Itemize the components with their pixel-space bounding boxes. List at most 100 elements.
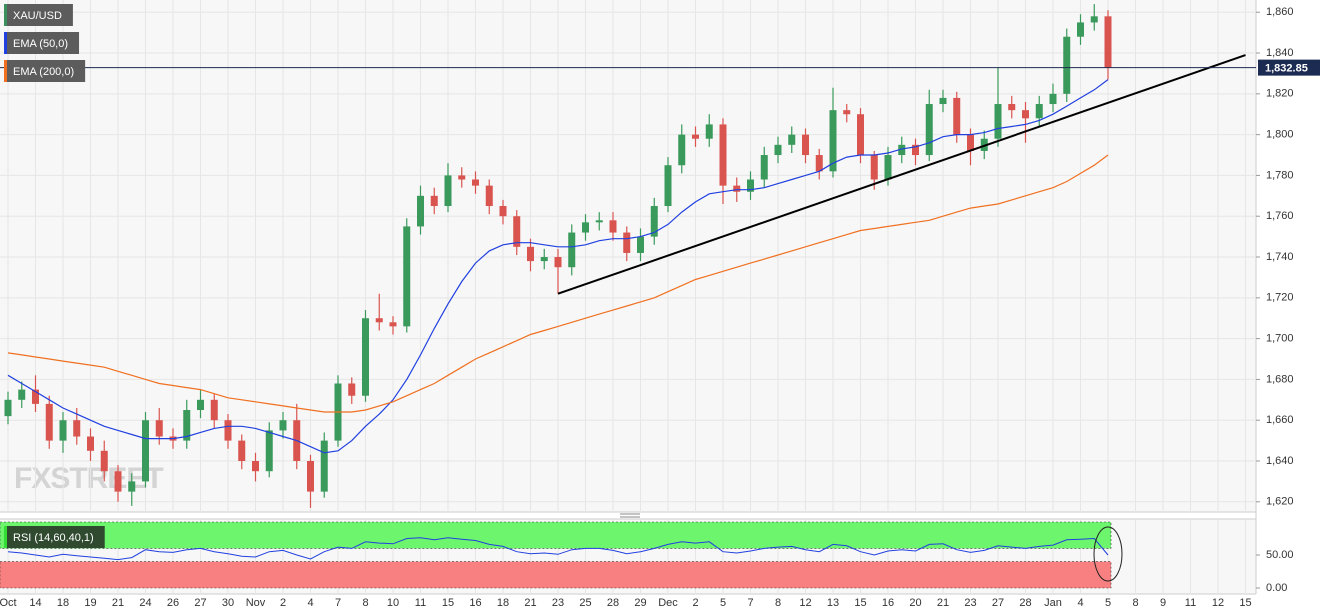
x-tick-label: 27 bbox=[194, 597, 206, 609]
x-tick-label: 7 bbox=[747, 597, 753, 609]
candle-body bbox=[375, 318, 383, 323]
candle-body bbox=[994, 104, 1002, 139]
candle-body bbox=[595, 220, 603, 223]
candle-body bbox=[788, 134, 796, 145]
candle-body bbox=[554, 257, 562, 268]
candle-body bbox=[1008, 104, 1016, 111]
main-plot-bg bbox=[0, 0, 1256, 512]
y-tick-label: 1,800 bbox=[1266, 129, 1294, 141]
candle-body bbox=[155, 420, 163, 437]
candle-body bbox=[953, 97, 961, 135]
candle-body bbox=[499, 206, 507, 217]
candle-body bbox=[843, 110, 851, 115]
trendline bbox=[557, 54, 1246, 295]
x-tick-label: Jan bbox=[1044, 597, 1062, 609]
candle-body bbox=[320, 440, 328, 492]
candle-body bbox=[540, 257, 548, 262]
candle-body bbox=[403, 226, 411, 327]
watermark: FXSTREET bbox=[14, 462, 163, 495]
y-tick-label: 1,640 bbox=[1266, 455, 1294, 467]
x-tick-label: 12 bbox=[1212, 597, 1224, 609]
candle-body bbox=[623, 232, 631, 253]
candle-body bbox=[1049, 93, 1057, 105]
x-tick-label: 8 bbox=[775, 597, 781, 609]
candle-body bbox=[568, 232, 576, 268]
candle-body bbox=[912, 144, 919, 156]
candle-body bbox=[32, 389, 39, 404]
x-tick-label: Oct bbox=[0, 597, 17, 609]
candle-body bbox=[829, 110, 837, 172]
y-tick-label: 1,680 bbox=[1266, 373, 1294, 385]
candle-body bbox=[747, 179, 754, 192]
legend-swatch bbox=[4, 526, 7, 548]
x-tick-label: 2 bbox=[692, 597, 698, 609]
candle-body bbox=[279, 420, 287, 431]
legend-label: RSI (14,60,40,1) bbox=[13, 532, 94, 544]
x-tick-label: 5 bbox=[720, 597, 726, 609]
rsi-band bbox=[0, 521, 1112, 549]
candle-body bbox=[815, 155, 823, 172]
candle-body bbox=[265, 430, 273, 472]
x-tick-label: 11 bbox=[415, 597, 426, 609]
candle-body bbox=[705, 124, 713, 139]
candle-body bbox=[4, 399, 12, 417]
candle-body bbox=[939, 97, 947, 105]
candle-body bbox=[664, 165, 672, 207]
y-tick-label: 1,620 bbox=[1266, 496, 1294, 508]
candle-body bbox=[183, 410, 191, 441]
candle-body bbox=[362, 318, 369, 396]
x-tick-label: 28 bbox=[607, 597, 619, 609]
x-tick-label: 20 bbox=[909, 597, 921, 609]
x-tick-label: 21 bbox=[524, 597, 536, 609]
candle-body bbox=[73, 420, 81, 437]
legend-badge bbox=[4, 32, 80, 54]
candle-body bbox=[389, 322, 397, 327]
x-tick-label: 10 bbox=[387, 597, 399, 609]
legend-swatch bbox=[4, 32, 7, 54]
candle-body bbox=[884, 155, 892, 180]
candle-body bbox=[582, 222, 589, 233]
x-tick-label: 9 bbox=[1160, 597, 1166, 609]
y-tick-label: 1,840 bbox=[1266, 47, 1294, 59]
candle-body bbox=[458, 175, 466, 180]
candle-body bbox=[238, 440, 246, 462]
legend-label: XAU/USD bbox=[13, 10, 62, 22]
x-tick-label: 7 bbox=[335, 597, 341, 609]
candle-body bbox=[128, 481, 136, 492]
candle-body bbox=[802, 134, 809, 156]
x-tick-label: 18 bbox=[497, 597, 509, 609]
candle-body bbox=[252, 461, 259, 472]
x-tick-label: 21 bbox=[937, 597, 949, 609]
candle-body bbox=[1035, 104, 1043, 119]
candle-body bbox=[472, 179, 479, 186]
candle-body bbox=[224, 420, 232, 441]
x-tick-label: 30 bbox=[222, 597, 234, 609]
x-tick-label: 11 bbox=[1185, 597, 1196, 609]
candle-body bbox=[18, 389, 26, 400]
x-tick-label: 18 bbox=[57, 597, 69, 609]
x-tick-label: 12 bbox=[799, 597, 811, 609]
candle-body bbox=[870, 155, 878, 180]
candle-body bbox=[678, 134, 686, 166]
y-tick-label: 1,860 bbox=[1266, 6, 1294, 18]
drag-handle[interactable] bbox=[620, 513, 640, 518]
x-tick-label: 23 bbox=[964, 597, 976, 609]
candle-body bbox=[1063, 36, 1071, 94]
legend-label: EMA (200,0) bbox=[13, 66, 74, 78]
rsi-band bbox=[0, 561, 1112, 589]
candle-body bbox=[114, 471, 122, 492]
x-tick-label: 4 bbox=[1077, 597, 1083, 609]
y-tick-label: 1,700 bbox=[1266, 333, 1294, 345]
candle-body bbox=[87, 436, 94, 451]
x-tick-label: 23 bbox=[552, 597, 564, 609]
x-tick-label: 4 bbox=[307, 597, 313, 609]
annotation-ellipse bbox=[1093, 526, 1123, 582]
x-tick-label: Nov bbox=[246, 597, 266, 609]
x-tick-label: 29 bbox=[634, 597, 646, 609]
candle-body bbox=[142, 420, 149, 482]
x-tick-label: 13 bbox=[827, 597, 839, 609]
candle-body bbox=[774, 144, 782, 156]
legend-label: EMA (50,0) bbox=[13, 38, 68, 50]
